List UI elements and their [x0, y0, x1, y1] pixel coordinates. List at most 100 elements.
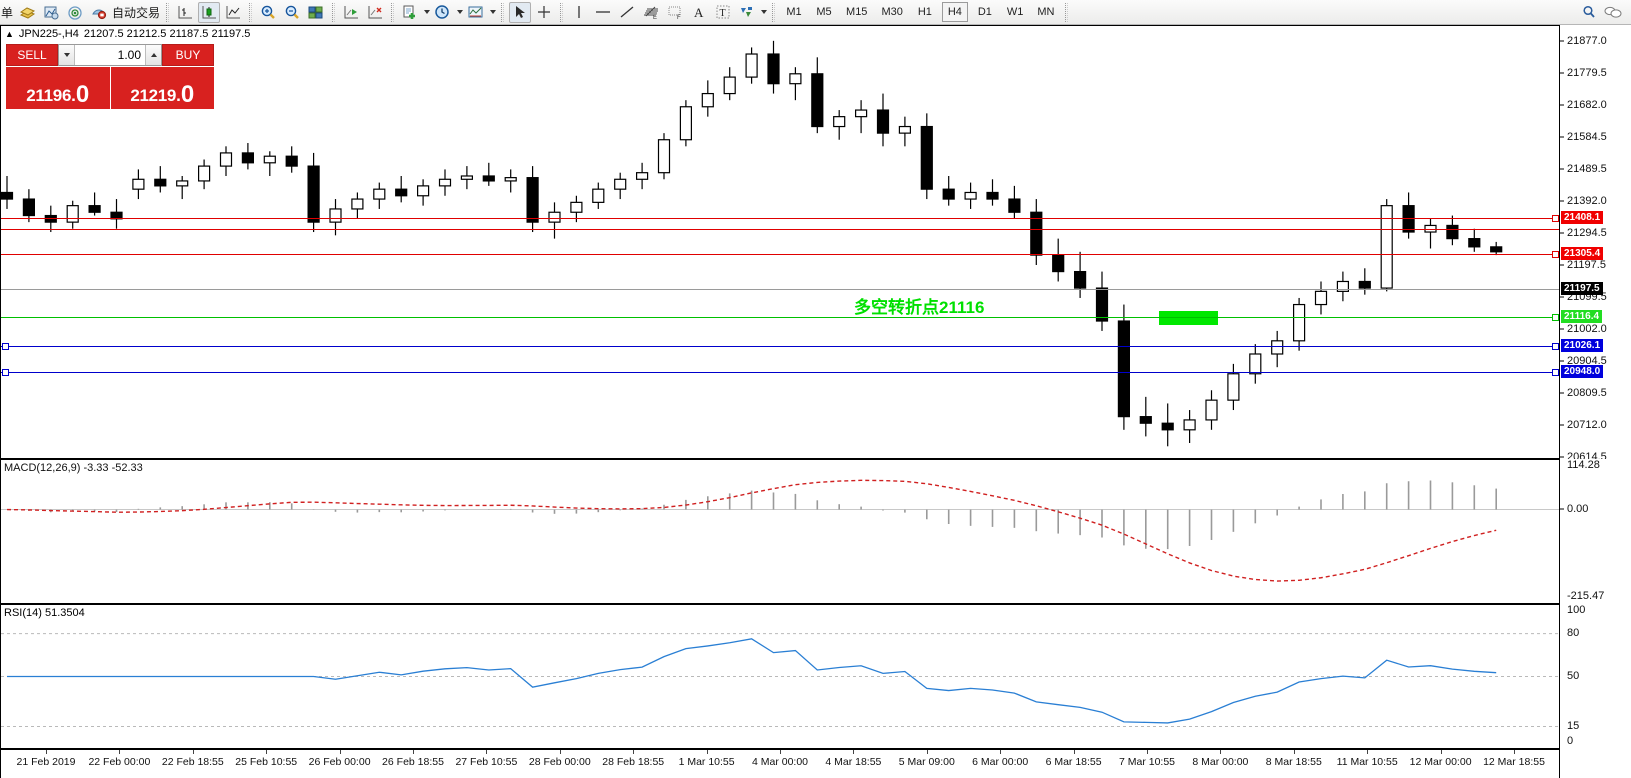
toolbar-separator — [332, 2, 336, 22]
shapes-icon[interactable] — [736, 2, 758, 23]
shapes-dropdown-caret[interactable] — [759, 2, 768, 23]
zoom-in-icon[interactable] — [257, 2, 279, 23]
signals-icon[interactable] — [64, 2, 86, 23]
level-tag-pivot-level[interactable]: 21116.4 — [1561, 310, 1603, 323]
chat-bubbles-icon[interactable] — [1602, 2, 1624, 23]
rsi-scale[interactable]: 100 80 50 15 0 — [1560, 604, 1631, 749]
price-pane[interactable]: 多空转折点21116 ▲ JPN225-,H4 21207.5 21212.5 … — [0, 25, 1560, 459]
level-handle-resistance-1[interactable] — [1552, 215, 1559, 222]
level-handle-resistance-2[interactable] — [1552, 251, 1559, 258]
level-line-support-1[interactable] — [1, 346, 1559, 347]
time-tick — [559, 750, 561, 754]
macd-label: MACD(12,26,9) -3.33 -52.33 — [4, 462, 143, 474]
one-click-trading-panel[interactable]: SELL 1.00 BUY 21196 . 0 21219 — [6, 44, 214, 109]
timeframe-h1[interactable]: H1 — [917, 6, 932, 18]
level-line-resistance-1[interactable] — [1, 218, 1559, 219]
periods-dropdown-caret[interactable] — [455, 2, 464, 23]
line-chart-icon[interactable] — [222, 2, 244, 23]
candlestick-icon[interactable] — [198, 1, 221, 23]
time-label: 28 Feb 18:55 — [602, 756, 665, 768]
volume-dropdown-caret-icon[interactable] — [59, 45, 75, 65]
indicator-icon[interactable] — [465, 2, 487, 23]
level-handle-support-1-right[interactable] — [1552, 343, 1559, 350]
time-label: 8 Mar 00:00 — [1192, 756, 1249, 768]
vertical-line-icon[interactable] — [568, 2, 590, 23]
tile-windows-icon[interactable] — [305, 2, 327, 23]
macd-scale[interactable]: 114.28 0.00 -215.47 — [1560, 459, 1631, 604]
timeframe-m5[interactable]: M5 — [816, 6, 832, 18]
template-icon[interactable] — [399, 2, 421, 23]
text-a-icon[interactable]: A — [688, 2, 710, 23]
level-tag-support-2[interactable]: 20948.0 — [1561, 365, 1604, 378]
level-handle-pivot[interactable] — [1552, 314, 1559, 321]
time-label: 25 Feb 10:55 — [235, 756, 298, 768]
magnifier-icon[interactable] — [1578, 2, 1600, 23]
buy-price-cell[interactable]: 21219 . 0 — [110, 67, 214, 109]
time-tick — [486, 750, 488, 754]
timeframe-m30[interactable]: M30 — [881, 6, 903, 18]
bar-chart-icon[interactable] — [174, 2, 196, 23]
arrow-cursor-icon[interactable] — [509, 1, 532, 23]
volume-value[interactable]: 1.00 — [117, 48, 141, 62]
level-line-resistance-1b[interactable] — [1, 229, 1559, 230]
volume-input[interactable]: 1.00 — [58, 44, 162, 66]
volume-spinner-icon[interactable] — [145, 45, 161, 65]
time-tick — [1073, 750, 1075, 754]
clock-icon[interactable] — [432, 2, 454, 23]
time-label: 12 Mar 18:55 — [1483, 756, 1545, 768]
trendline-icon[interactable] — [616, 2, 638, 23]
autoscroll-icon[interactable] — [364, 2, 386, 23]
new-order-button[interactable]: 单 — [1, 5, 14, 20]
channel-icon[interactable]: F — [664, 2, 686, 23]
time-label: 7 Mar 10:55 — [1118, 756, 1176, 768]
sell-price-cell[interactable]: 21196 . 0 — [6, 67, 110, 109]
fibonacci-icon[interactable]: E — [640, 2, 662, 23]
buy-price-main: 21219 — [130, 86, 177, 105]
level-handle-support-2-right[interactable] — [1552, 369, 1559, 376]
level-line-resistance-2[interactable] — [1, 254, 1559, 255]
level-line-support-2[interactable] — [1, 372, 1559, 373]
time-axis[interactable]: 21 Feb 2019 22 Feb 00:00 22 Feb 18:55 25 Fe… — [0, 749, 1560, 778]
sell-price-dot: . — [71, 86, 76, 105]
svg-text:F: F — [677, 15, 681, 20]
price-scale[interactable]: 21877.0 21779.5 21682.0 21584.5 21489.5 21392… — [1560, 25, 1631, 463]
sell-button[interactable]: SELL — [6, 44, 58, 66]
pivot-annotation[interactable]: 多空转折点21116 — [854, 298, 985, 317]
timeframe-m1[interactable]: M1 — [786, 6, 802, 18]
rsi-pane[interactable]: RSI(14) 51.3504 — [0, 604, 1560, 749]
gold-icon[interactable] — [16, 2, 38, 23]
template-dropdown-caret[interactable] — [422, 2, 431, 23]
timeframe-w1[interactable]: W1 — [1006, 6, 1024, 18]
level-tag-support-1[interactable]: 21026.1 — [1561, 339, 1604, 352]
horizontal-line-icon[interactable] — [592, 2, 614, 23]
timeframe-d1[interactable]: D1 — [977, 6, 992, 18]
level-tag-resistance-2[interactable]: 21305.4 — [1561, 247, 1604, 260]
timeframe-h4[interactable]: H4 — [941, 2, 968, 22]
pivot-highlight-box[interactable] — [1159, 311, 1218, 325]
macd-series — [1, 479, 1559, 582]
autotrading-label[interactable]: 自动交易 — [112, 5, 161, 20]
data-window-icon[interactable] — [40, 2, 62, 23]
autotrading-icon[interactable] — [88, 2, 110, 23]
timeframe-mn[interactable]: MN — [1037, 6, 1055, 18]
time-tick — [266, 750, 268, 754]
time-tick — [413, 750, 414, 754]
level-line-pivot[interactable] — [1, 317, 1559, 318]
macd-pane[interactable]: MACD(12,26,9) -3.33 -52.33 — [0, 459, 1560, 604]
level-tag-resistance-1[interactable]: 21408.1 — [1561, 211, 1604, 224]
chart-shift-icon[interactable] — [340, 2, 362, 23]
buy-button[interactable]: BUY — [162, 44, 214, 66]
time-tick — [46, 750, 47, 754]
chart-window[interactable]: 多空转折点21116 ▲ JPN225-,H4 21207.5 21212.5 … — [0, 25, 1631, 778]
collapse-triangle-icon[interactable]: ▲ — [5, 28, 14, 39]
zoom-out-icon[interactable] — [281, 2, 303, 23]
time-label: 21 Feb 2019 — [16, 756, 76, 768]
text-label-icon[interactable]: T — [712, 2, 734, 23]
indicators-dropdown-caret[interactable] — [488, 2, 497, 23]
timeframe-m15[interactable]: M15 — [846, 6, 868, 18]
level-tag-last-price[interactable]: 21197.5 — [1561, 282, 1603, 295]
level-handle-support-1-left[interactable] — [2, 343, 9, 350]
crosshair-icon[interactable] — [533, 2, 555, 23]
level-line-last-price[interactable] — [1, 289, 1559, 290]
level-handle-support-2-left[interactable] — [2, 369, 9, 376]
